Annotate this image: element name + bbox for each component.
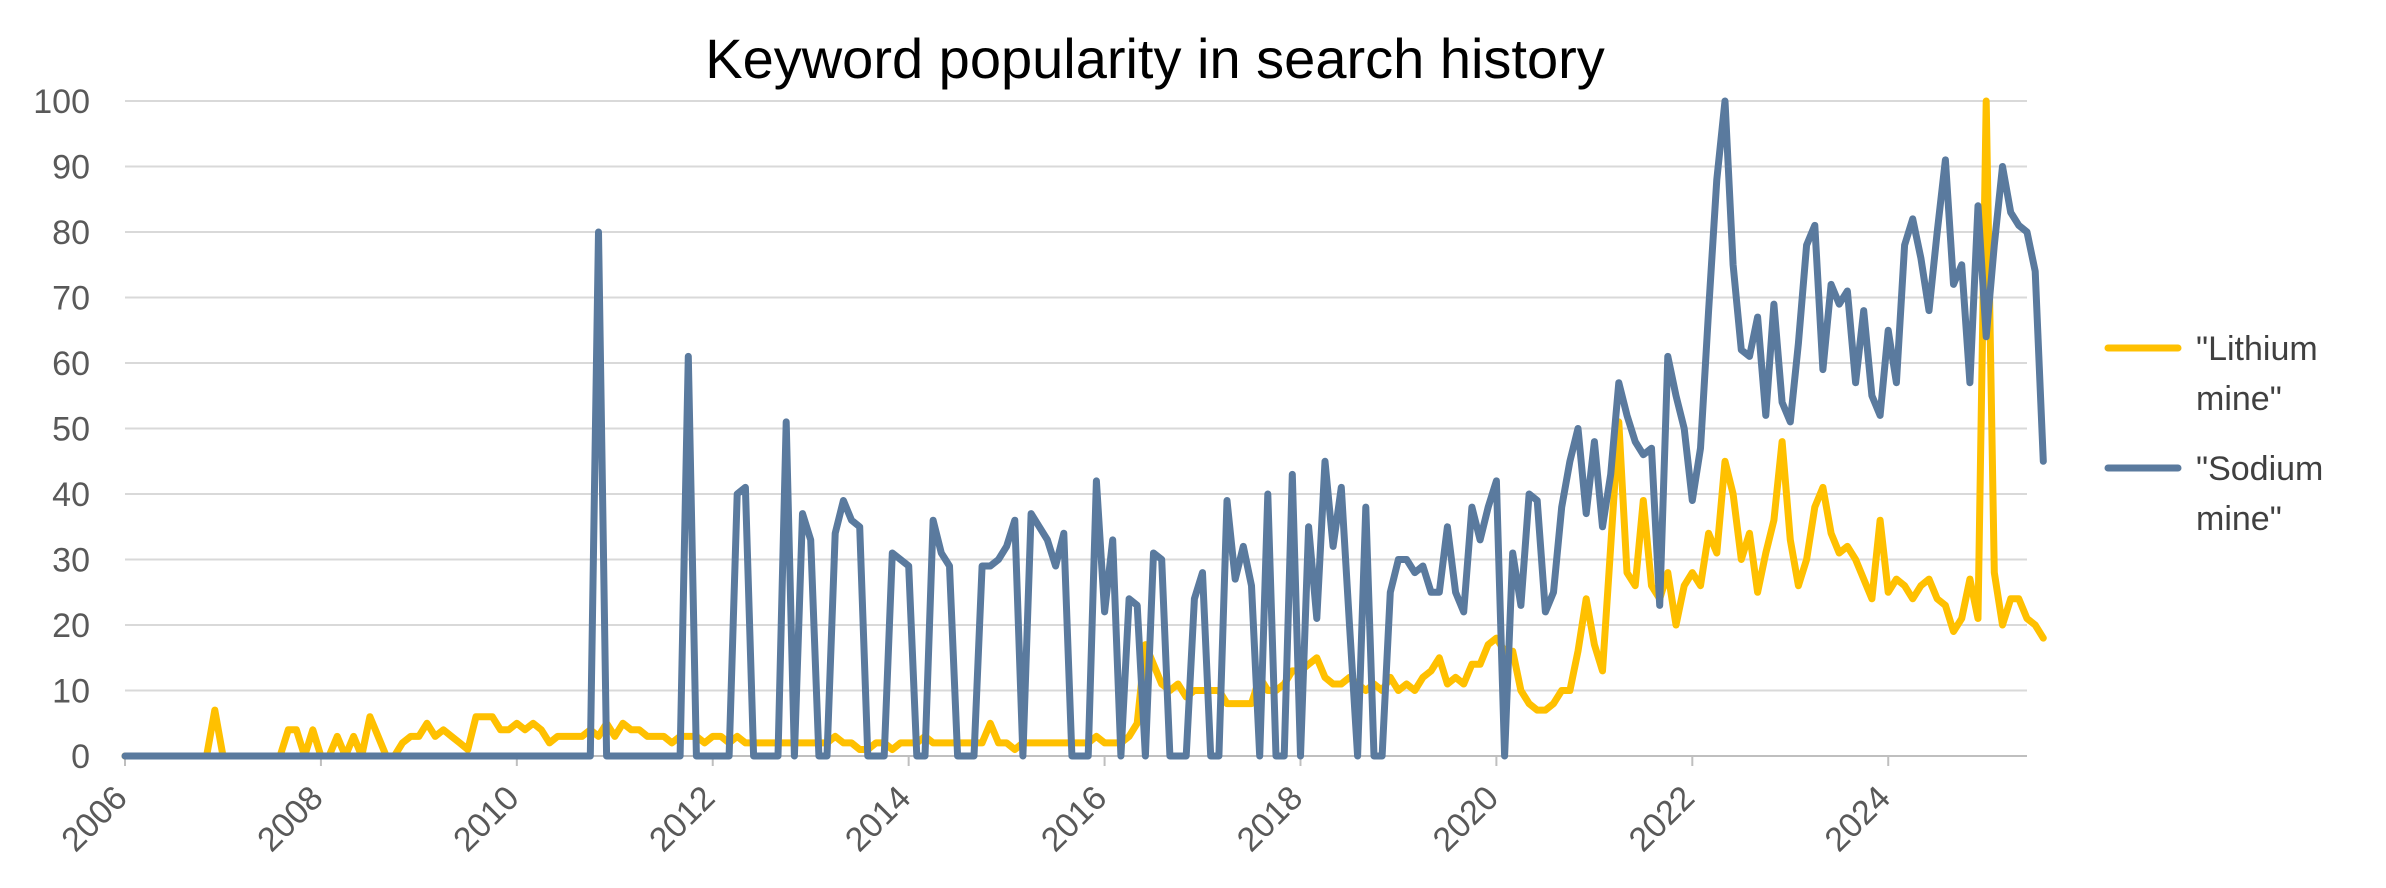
y-tick-label: 70 — [52, 280, 90, 318]
series-lines — [121, 97, 2047, 760]
x-tick-label: 2010 — [446, 779, 526, 859]
x-tick-label: 2016 — [1034, 779, 1114, 859]
y-tick-label: 10 — [52, 673, 90, 711]
y-tick-label: 60 — [52, 345, 90, 383]
x-tick-label: 2022 — [1622, 779, 1702, 859]
legend-label: mine" — [2196, 500, 2282, 538]
legend-label: mine" — [2196, 380, 2282, 418]
x-tick-label: 2012 — [642, 779, 722, 859]
x-tick-label: 2020 — [1426, 779, 1506, 859]
y-tick-label: 100 — [33, 83, 90, 121]
x-tick-label: 2018 — [1230, 779, 1310, 859]
y-tick-label: 80 — [52, 214, 90, 252]
x-axis: 2006 2008 2010 2012 2014 2016 2018 2020 2022 2024 — [54, 755, 2027, 859]
y-tick-label: 90 — [52, 149, 90, 187]
legend: "Lithium mine" "Sodium mine" — [2104, 330, 2323, 538]
series-line-sodium-mine — [121, 97, 2047, 760]
y-tick-label: 40 — [52, 476, 90, 514]
x-tick-label: 2006 — [54, 779, 134, 859]
y-axis: 0 10 20 30 40 50 60 70 80 90 100 — [33, 83, 90, 776]
x-tick-label: 2008 — [250, 779, 330, 859]
y-tick-label: 0 — [71, 738, 90, 776]
legend-label: "Sodium — [2196, 450, 2323, 488]
y-tick-label: 30 — [52, 542, 90, 580]
grid-lines — [125, 100, 2027, 692]
x-tick-label: 2014 — [838, 779, 918, 859]
y-tick-label: 50 — [52, 411, 90, 449]
series-line-lithium-mine — [121, 97, 2047, 760]
y-tick-label: 20 — [52, 607, 90, 645]
chart-title: Keyword popularity in search history — [705, 27, 1605, 90]
legend-label: "Lithium — [2196, 330, 2318, 368]
x-tick-label: 2024 — [1818, 779, 1898, 859]
